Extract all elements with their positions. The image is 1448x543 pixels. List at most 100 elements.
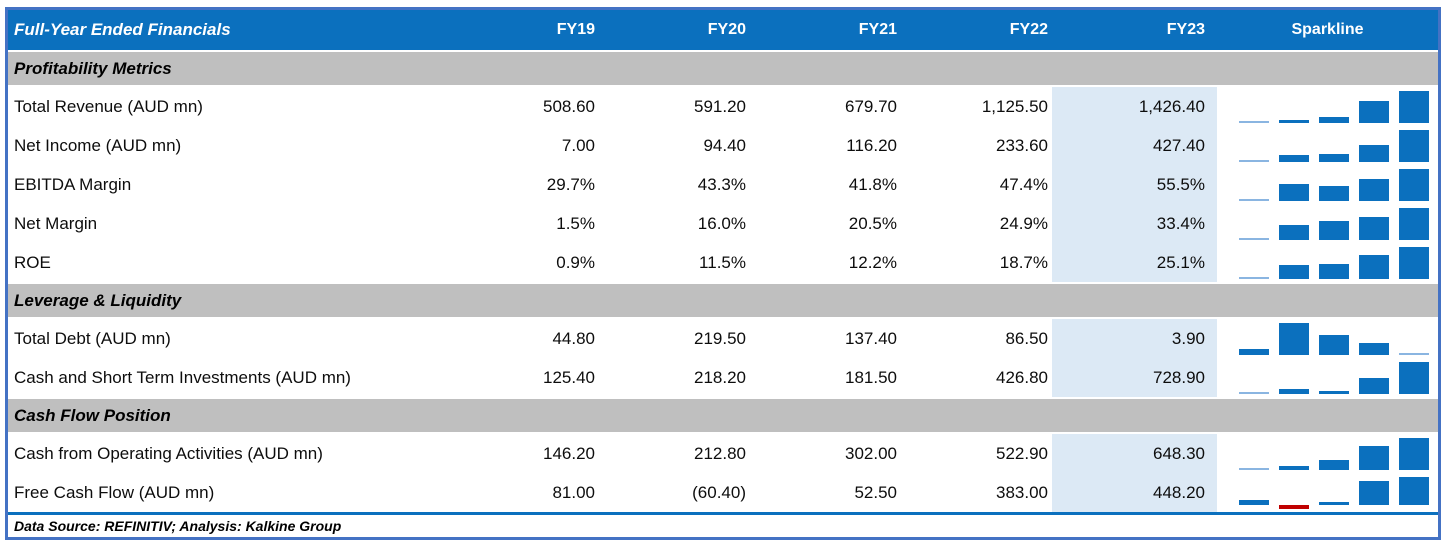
table-body: Profitability Metrics Total Revenue (AUD … — [8, 50, 1438, 512]
value-cell-fy21: 41.8% — [848, 174, 897, 194]
value-cell-fy21: 20.5% — [848, 213, 897, 233]
table-row: Net Income (AUD mn) 7.00 94.40 116.20 233.60… — [8, 126, 1438, 165]
row-label: ROE — [14, 252, 51, 272]
sparkline-bar — [1239, 392, 1269, 394]
sparkline-bar — [1319, 502, 1349, 505]
value-cell-fy23: 3.90 — [1052, 319, 1217, 358]
sparkline-bar — [1239, 468, 1269, 470]
table-row: Cash and Short Term Investments (AUD mn)… — [8, 358, 1438, 397]
sparkline-bars — [1239, 245, 1429, 279]
value-cell-fy19: 0.9% — [556, 252, 595, 272]
value-cell-fy21: 12.2% — [848, 252, 897, 272]
table-row: Free Cash Flow (AUD mn) 81.00 (60.40) 52.50… — [8, 473, 1438, 512]
sparkline-bar — [1239, 277, 1269, 279]
sparkline-bars — [1239, 360, 1429, 394]
row-label: Cash from Operating Activities (AUD mn) — [14, 443, 323, 463]
sparkline-bar-negative — [1279, 505, 1309, 509]
sparkline-bars — [1239, 167, 1429, 201]
sparkline-bar — [1239, 238, 1269, 240]
sparkline-bar — [1239, 500, 1269, 505]
sparkline-bar — [1399, 91, 1429, 123]
value-cell-fy19: 81.00 — [552, 482, 595, 502]
col-header-fy19: FY19 — [556, 21, 595, 38]
section-header-row: Profitability Metrics — [8, 52, 1438, 85]
sparkline-bar — [1319, 335, 1349, 355]
sparkline-bar — [1279, 323, 1309, 355]
sparkline-bar — [1319, 391, 1349, 394]
value-cell-fy21: 302.00 — [845, 443, 897, 463]
sparkline-bar — [1279, 225, 1309, 240]
value-cell-fy21: 137.40 — [845, 328, 897, 348]
sparkline-bar — [1279, 389, 1309, 394]
value-cell-fy22: 522.90 — [996, 443, 1048, 463]
sparkline-bar — [1399, 247, 1429, 279]
table-row: Net Margin 1.5% 16.0% 20.5% 24.9% 33.4% — [8, 204, 1438, 243]
sparkline-bar — [1359, 481, 1389, 505]
value-cell-fy22: 1,125.50 — [981, 96, 1048, 116]
value-cell-fy22: 233.60 — [996, 135, 1048, 155]
value-cell-fy19: 508.60 — [543, 96, 595, 116]
table-row: ROE 0.9% 11.5% 12.2% 18.7% 25.1% — [8, 243, 1438, 282]
sparkline — [1217, 243, 1438, 282]
sparkline-bar — [1239, 160, 1269, 162]
section-title: Leverage & Liquidity — [14, 290, 182, 310]
sparkline-bar — [1359, 217, 1389, 240]
sparkline-bars — [1239, 436, 1429, 470]
value-cell-fy20: 218.20 — [694, 367, 746, 387]
value-cell-fy19: 146.20 — [543, 443, 595, 463]
value-cell-fy21: 181.50 — [845, 367, 897, 387]
col-header-fy21: FY21 — [858, 21, 897, 38]
sparkline-bar — [1319, 186, 1349, 201]
row-label: Total Revenue (AUD mn) — [14, 96, 203, 116]
sparkline — [1217, 358, 1438, 397]
value-cell-fy23: 55.5% — [1052, 165, 1217, 204]
sparkline — [1217, 165, 1438, 204]
row-label: EBITDA Margin — [14, 174, 132, 194]
sparkline-bar — [1319, 154, 1349, 162]
value-cell-fy20: 219.50 — [694, 328, 746, 348]
sparkline — [1217, 473, 1438, 512]
sparkline-bar — [1399, 169, 1429, 201]
value-cell-fy23: 25.1% — [1052, 243, 1217, 282]
value-cell-fy19: 29.7% — [546, 174, 595, 194]
value-cell-fy21: 116.20 — [846, 135, 897, 155]
value-cell-fy20: 16.0% — [697, 213, 746, 233]
section-title: Cash Flow Position — [14, 405, 171, 425]
value-cell-fy22: 383.00 — [996, 482, 1048, 502]
sparkline-bar — [1239, 121, 1269, 123]
section-title: Profitability Metrics — [14, 58, 172, 78]
value-cell-fy20: 43.3% — [697, 174, 746, 194]
value-cell-fy19: 44.80 — [552, 328, 595, 348]
row-label: Net Income (AUD mn) — [14, 135, 182, 155]
sparkline-bar — [1279, 184, 1309, 201]
value-cell-fy19: 1.5% — [556, 213, 595, 233]
sparkline-bars — [1239, 475, 1429, 509]
sparkline-bar — [1399, 353, 1429, 355]
value-cell-fy23: 648.30 — [1052, 434, 1217, 473]
footer-separator — [8, 512, 1438, 515]
sparkline-bar — [1319, 221, 1349, 240]
sparkline-bar — [1359, 446, 1389, 470]
sparkline-bar — [1239, 349, 1269, 355]
row-label: Net Margin — [14, 213, 98, 233]
value-cell-fy20: 11.5% — [699, 252, 746, 272]
sparkline-bar — [1279, 265, 1309, 279]
table-row: Cash from Operating Activities (AUD mn) 1… — [8, 434, 1438, 473]
sparkline-bar — [1319, 264, 1349, 279]
col-header-fy22: FY22 — [1009, 21, 1048, 38]
sparkline-bar — [1399, 362, 1429, 394]
value-cell-fy23: 427.40 — [1052, 126, 1217, 165]
sparkline-bars — [1239, 321, 1429, 355]
row-label: Total Debt (AUD mn) — [14, 328, 171, 348]
value-cell-fy22: 24.9% — [999, 213, 1048, 233]
data-source-note: Data Source: REFINITIV; Analysis: Kalkin… — [14, 518, 342, 534]
sparkline-bar — [1279, 155, 1309, 162]
value-cell-fy23: 448.20 — [1052, 473, 1217, 512]
row-label: Cash and Short Term Investments (AUD mn) — [14, 367, 351, 387]
table-title: Full-Year Ended Financials — [14, 20, 231, 39]
value-cell-fy23: 728.90 — [1052, 358, 1217, 397]
col-header-sparkline: Sparkline — [1291, 21, 1364, 38]
sparkline-bar — [1399, 438, 1429, 470]
sparkline-bar — [1279, 120, 1309, 123]
sparkline-bar — [1319, 117, 1349, 123]
